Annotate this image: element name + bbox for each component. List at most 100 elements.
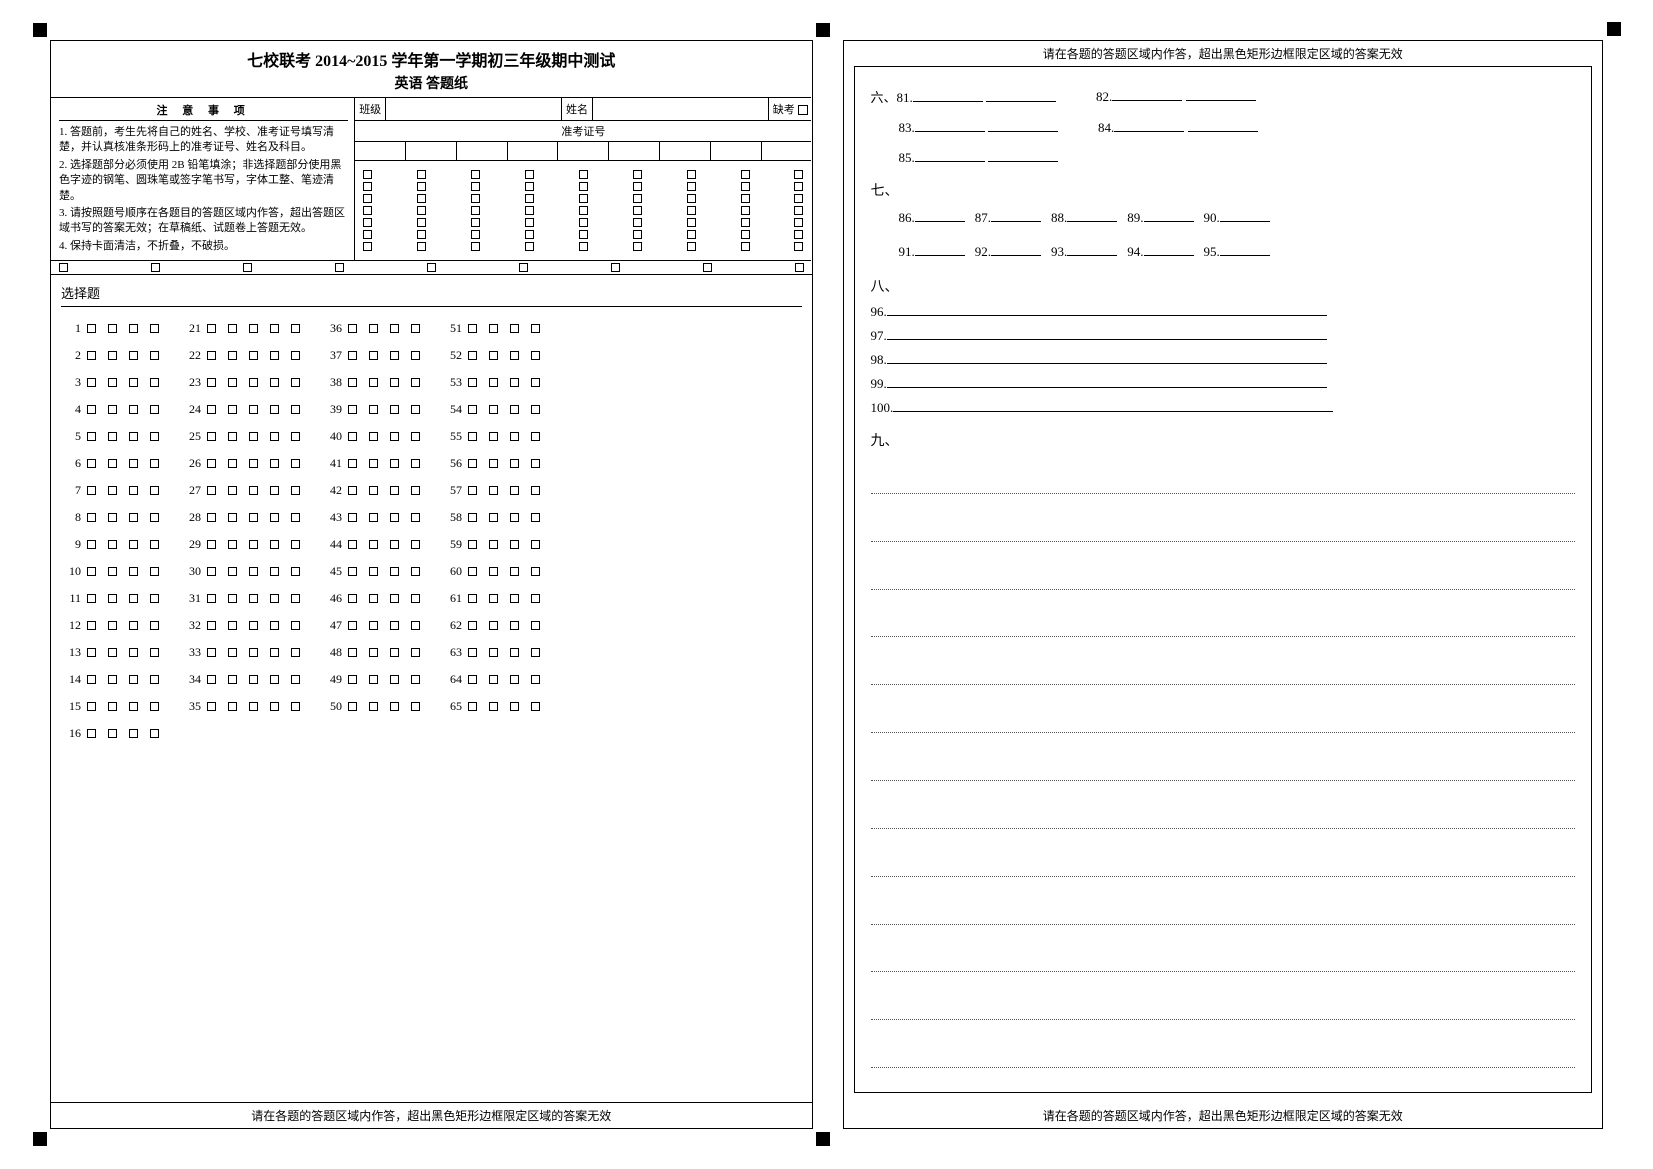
mc-option-bubble[interactable] bbox=[249, 405, 258, 414]
mc-option-bubble[interactable] bbox=[228, 351, 237, 360]
q-blank[interactable] bbox=[1220, 208, 1270, 222]
mc-option-bubble[interactable] bbox=[150, 351, 159, 360]
mc-option-bubble[interactable] bbox=[510, 702, 519, 711]
mc-option-bubble[interactable] bbox=[369, 459, 378, 468]
mc-option-bubble[interactable] bbox=[129, 621, 138, 630]
mc-option-bubble[interactable] bbox=[489, 621, 498, 630]
mc-option-bubble[interactable] bbox=[228, 378, 237, 387]
writing-line[interactable] bbox=[871, 562, 1576, 590]
exam-no-bubble[interactable] bbox=[741, 206, 750, 215]
mc-option-bubble[interactable] bbox=[249, 594, 258, 603]
exam-no-bubble[interactable] bbox=[633, 218, 642, 227]
mc-option-bubble[interactable] bbox=[249, 567, 258, 576]
mc-option-bubble[interactable] bbox=[108, 459, 117, 468]
exam-no-bubble[interactable] bbox=[417, 218, 426, 227]
mc-option-bubble[interactable] bbox=[489, 405, 498, 414]
mc-option-bubble[interactable] bbox=[291, 675, 300, 684]
mc-option-bubble[interactable] bbox=[150, 648, 159, 657]
mc-option-bubble[interactable] bbox=[207, 459, 216, 468]
mc-option-bubble[interactable] bbox=[531, 432, 540, 441]
q-blank[interactable] bbox=[915, 242, 965, 256]
mc-option-bubble[interactable] bbox=[270, 351, 279, 360]
mc-option-bubble[interactable] bbox=[411, 405, 420, 414]
writing-line[interactable] bbox=[871, 705, 1576, 733]
mc-option-bubble[interactable] bbox=[87, 459, 96, 468]
mc-option-bubble[interactable] bbox=[228, 621, 237, 630]
mc-option-bubble[interactable] bbox=[150, 702, 159, 711]
mc-option-bubble[interactable] bbox=[369, 378, 378, 387]
mc-option-bubble[interactable] bbox=[228, 486, 237, 495]
exam-no-bubble[interactable] bbox=[687, 194, 696, 203]
q-blank-long[interactable] bbox=[887, 374, 1327, 388]
mc-option-bubble[interactable] bbox=[129, 378, 138, 387]
exam-no-bubble[interactable] bbox=[363, 242, 372, 251]
exam-no-bubble[interactable] bbox=[687, 218, 696, 227]
exam-no-bubble[interactable] bbox=[335, 263, 344, 272]
exam-no-bubble[interactable] bbox=[633, 230, 642, 239]
mc-option-bubble[interactable] bbox=[531, 594, 540, 603]
mc-option-bubble[interactable] bbox=[87, 648, 96, 657]
mc-option-bubble[interactable] bbox=[249, 702, 258, 711]
mc-option-bubble[interactable] bbox=[270, 513, 279, 522]
mc-option-bubble[interactable] bbox=[108, 567, 117, 576]
mc-option-bubble[interactable] bbox=[228, 513, 237, 522]
mc-option-bubble[interactable] bbox=[249, 378, 258, 387]
mc-option-bubble[interactable] bbox=[291, 432, 300, 441]
q84-blank-a[interactable] bbox=[1114, 118, 1184, 132]
mc-option-bubble[interactable] bbox=[468, 405, 477, 414]
mc-option-bubble[interactable] bbox=[510, 405, 519, 414]
mc-option-bubble[interactable] bbox=[348, 459, 357, 468]
mc-option-bubble[interactable] bbox=[531, 459, 540, 468]
mc-option-bubble[interactable] bbox=[129, 351, 138, 360]
exam-no-bubble[interactable] bbox=[795, 263, 804, 272]
mc-option-bubble[interactable] bbox=[228, 702, 237, 711]
mc-option-bubble[interactable] bbox=[510, 540, 519, 549]
mc-option-bubble[interactable] bbox=[249, 540, 258, 549]
mc-option-bubble[interactable] bbox=[411, 540, 420, 549]
mc-option-bubble[interactable] bbox=[468, 324, 477, 333]
mc-option-bubble[interactable] bbox=[510, 621, 519, 630]
mc-option-bubble[interactable] bbox=[129, 567, 138, 576]
mc-option-bubble[interactable] bbox=[87, 432, 96, 441]
exam-no-bubble[interactable] bbox=[579, 170, 588, 179]
mc-option-bubble[interactable] bbox=[531, 486, 540, 495]
mc-option-bubble[interactable] bbox=[411, 513, 420, 522]
writing-line[interactable] bbox=[871, 992, 1576, 1020]
mc-option-bubble[interactable] bbox=[390, 351, 399, 360]
mc-option-bubble[interactable] bbox=[291, 567, 300, 576]
mc-option-bubble[interactable] bbox=[468, 540, 477, 549]
mc-option-bubble[interactable] bbox=[129, 675, 138, 684]
mc-option-bubble[interactable] bbox=[207, 621, 216, 630]
exam-no-bubble[interactable] bbox=[794, 170, 803, 179]
mc-option-bubble[interactable] bbox=[129, 648, 138, 657]
exam-no-bubble[interactable] bbox=[687, 206, 696, 215]
writing-line[interactable] bbox=[871, 609, 1576, 637]
q81-blank-b[interactable] bbox=[986, 88, 1056, 102]
exam-no-bubble[interactable] bbox=[525, 206, 534, 215]
mc-option-bubble[interactable] bbox=[489, 432, 498, 441]
mc-option-bubble[interactable] bbox=[270, 378, 279, 387]
exam-no-bubble[interactable] bbox=[427, 263, 436, 272]
mc-option-bubble[interactable] bbox=[270, 675, 279, 684]
exam-no-bubble[interactable] bbox=[525, 218, 534, 227]
mc-option-bubble[interactable] bbox=[108, 324, 117, 333]
mc-option-bubble[interactable] bbox=[129, 486, 138, 495]
mc-option-bubble[interactable] bbox=[369, 324, 378, 333]
mc-option-bubble[interactable] bbox=[348, 675, 357, 684]
mc-option-bubble[interactable] bbox=[510, 594, 519, 603]
mc-option-bubble[interactable] bbox=[207, 513, 216, 522]
q-blank[interactable] bbox=[1144, 208, 1194, 222]
mc-option-bubble[interactable] bbox=[348, 540, 357, 549]
mc-option-bubble[interactable] bbox=[390, 324, 399, 333]
exam-no-bubble[interactable] bbox=[519, 263, 528, 272]
mc-option-bubble[interactable] bbox=[489, 486, 498, 495]
mc-option-bubble[interactable] bbox=[108, 486, 117, 495]
section-9-writing-area[interactable] bbox=[871, 456, 1576, 1078]
mc-option-bubble[interactable] bbox=[411, 351, 420, 360]
mc-option-bubble[interactable] bbox=[228, 594, 237, 603]
mc-option-bubble[interactable] bbox=[207, 594, 216, 603]
writing-line[interactable] bbox=[871, 657, 1576, 685]
mc-option-bubble[interactable] bbox=[87, 621, 96, 630]
mc-option-bubble[interactable] bbox=[291, 513, 300, 522]
exam-no-bubble[interactable] bbox=[579, 242, 588, 251]
